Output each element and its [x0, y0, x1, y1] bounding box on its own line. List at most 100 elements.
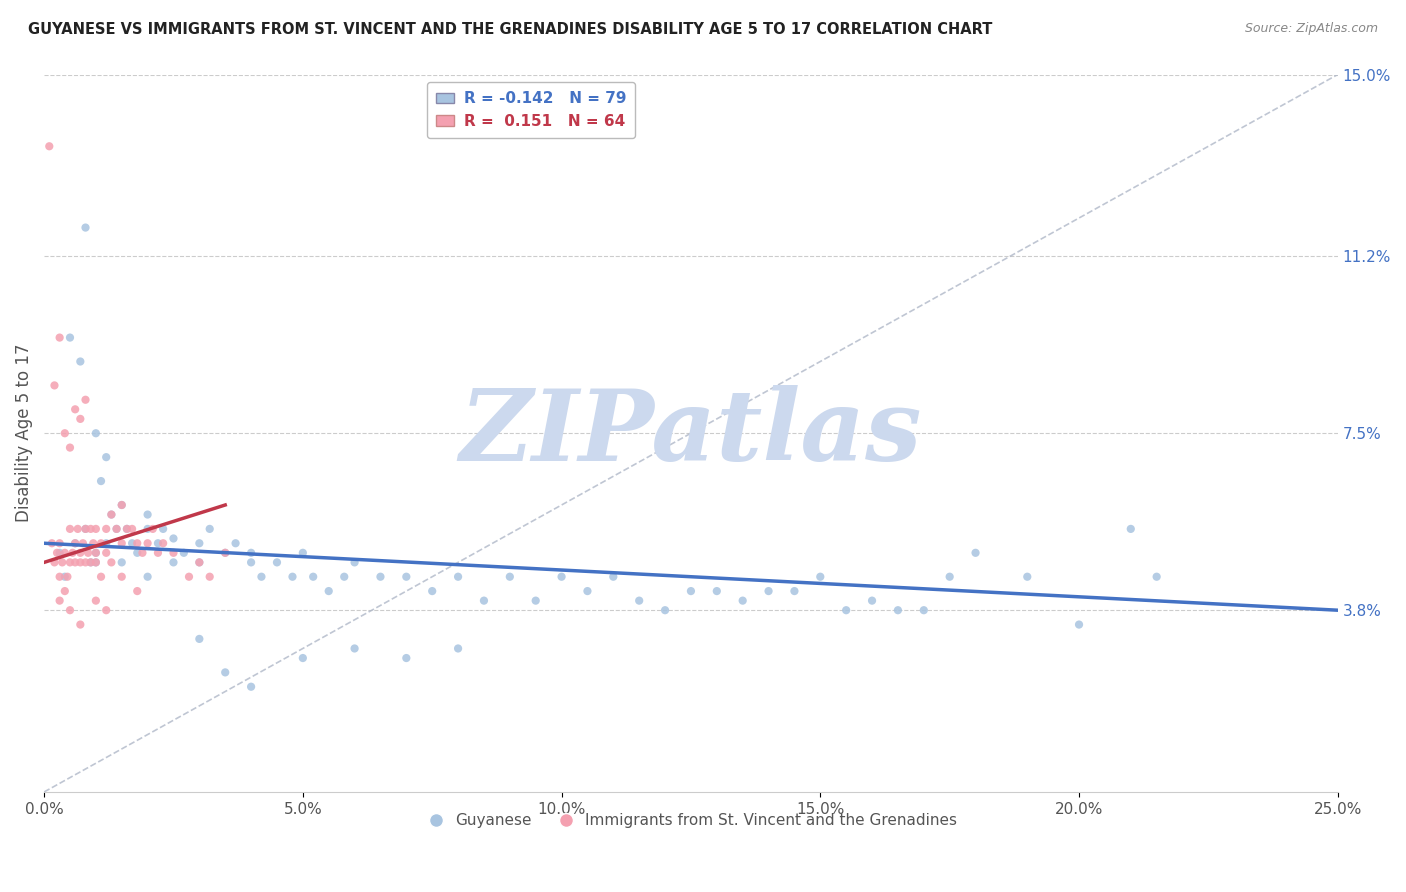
Point	[965, 546, 987, 560]
Point	[53, 570, 76, 584]
Point	[59, 603, 82, 617]
Point	[84, 426, 107, 441]
Point	[69, 546, 91, 560]
Point	[127, 536, 149, 550]
Point	[136, 570, 159, 584]
Point	[318, 584, 340, 599]
Point	[860, 593, 883, 607]
Point	[127, 546, 149, 560]
Point	[111, 498, 134, 512]
Point	[447, 570, 470, 584]
Point	[90, 536, 112, 550]
Point	[69, 354, 91, 368]
Point	[499, 570, 522, 584]
Point	[48, 536, 70, 550]
Point	[1146, 570, 1168, 584]
Point	[111, 555, 134, 569]
Point	[48, 330, 70, 344]
Point	[115, 522, 138, 536]
Point	[69, 412, 91, 426]
Point	[291, 651, 314, 665]
Point	[214, 546, 236, 560]
Point	[912, 603, 935, 617]
Point	[472, 593, 495, 607]
Point	[240, 555, 263, 569]
Point	[938, 570, 960, 584]
Point	[121, 536, 143, 550]
Point	[1017, 570, 1039, 584]
Point	[96, 603, 118, 617]
Point	[111, 570, 134, 584]
Point	[162, 546, 184, 560]
Point	[550, 570, 572, 584]
Point	[111, 536, 134, 550]
Point	[48, 546, 70, 560]
Point	[188, 632, 211, 646]
Point	[75, 220, 97, 235]
Point	[524, 593, 547, 607]
Point	[84, 555, 107, 569]
Point	[90, 570, 112, 584]
Point	[75, 392, 97, 407]
Point	[48, 593, 70, 607]
Point	[75, 522, 97, 536]
Point	[266, 555, 288, 569]
Point	[173, 546, 195, 560]
Point	[395, 651, 418, 665]
Point	[654, 603, 676, 617]
Point	[214, 546, 236, 560]
Point	[63, 402, 86, 417]
Point	[162, 555, 184, 569]
Point	[51, 555, 73, 569]
Point	[146, 536, 169, 550]
Point	[576, 584, 599, 599]
Point	[679, 584, 702, 599]
Point	[38, 139, 60, 153]
Point	[77, 546, 100, 560]
Point	[111, 498, 134, 512]
Point	[69, 617, 91, 632]
Point	[90, 474, 112, 488]
Point	[146, 546, 169, 560]
Point	[136, 522, 159, 536]
Point	[343, 641, 366, 656]
Point	[100, 508, 122, 522]
Point	[121, 522, 143, 536]
Point	[131, 546, 153, 560]
Point	[835, 603, 858, 617]
Point	[53, 546, 76, 560]
Point	[333, 570, 356, 584]
Point	[79, 555, 101, 569]
Point	[79, 555, 101, 569]
Point	[152, 536, 174, 550]
Point	[84, 522, 107, 536]
Point	[291, 546, 314, 560]
Point	[188, 555, 211, 569]
Point	[84, 593, 107, 607]
Point	[240, 546, 263, 560]
Point	[79, 522, 101, 536]
Point	[100, 508, 122, 522]
Point	[188, 555, 211, 569]
Point	[127, 584, 149, 599]
Point	[105, 522, 128, 536]
Text: Source: ZipAtlas.com: Source: ZipAtlas.com	[1244, 22, 1378, 36]
Point	[59, 522, 82, 536]
Point	[46, 546, 69, 560]
Point	[53, 584, 76, 599]
Point	[84, 546, 107, 560]
Point	[177, 570, 200, 584]
Point	[370, 570, 392, 584]
Point	[136, 508, 159, 522]
Point	[75, 522, 97, 536]
Point	[63, 555, 86, 569]
Point	[447, 641, 470, 656]
Point	[188, 536, 211, 550]
Point	[420, 584, 443, 599]
Point	[75, 555, 97, 569]
Point	[96, 522, 118, 536]
Point	[44, 555, 66, 569]
Point	[53, 426, 76, 441]
Point	[162, 532, 184, 546]
Point	[44, 378, 66, 392]
